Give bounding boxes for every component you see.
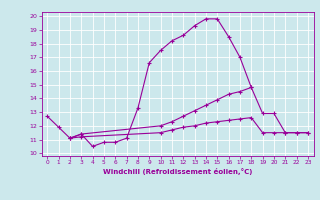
X-axis label: Windchill (Refroidissement éolien,°C): Windchill (Refroidissement éolien,°C) [103,168,252,175]
